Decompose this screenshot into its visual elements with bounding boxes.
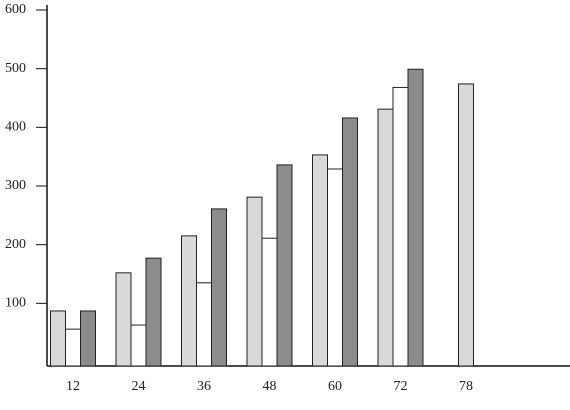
bar (312, 154, 328, 367)
bar (130, 324, 147, 367)
x-tick-label: 12 (66, 379, 80, 394)
x-tick-label: 60 (328, 379, 342, 394)
bar (327, 168, 343, 367)
y-tick-label: 600 (5, 2, 26, 17)
bar (342, 117, 358, 367)
x-tick-label: 78 (459, 379, 473, 394)
y-tick-label: 200 (5, 237, 26, 252)
x-tick-label: 72 (394, 379, 408, 394)
x-tick-label: 48 (263, 379, 277, 394)
y-tick-label: 400 (5, 120, 26, 135)
bar (181, 235, 197, 367)
bar (65, 328, 81, 367)
bar (145, 257, 162, 367)
bar (377, 108, 394, 367)
bar (211, 208, 227, 367)
bar (261, 237, 278, 367)
bar (196, 282, 212, 367)
bar (50, 310, 66, 367)
y-tick-label: 500 (5, 61, 26, 76)
bar (246, 196, 263, 367)
x-tick-label: 24 (132, 379, 146, 394)
bar (407, 68, 424, 367)
bar (458, 83, 474, 367)
bar (276, 164, 293, 367)
y-tick-label: 100 (5, 296, 26, 311)
x-tick-label: 36 (197, 379, 211, 394)
y-tick-label: 300 (5, 178, 26, 193)
bar (80, 310, 96, 367)
bar (392, 86, 409, 367)
bar (115, 272, 132, 367)
